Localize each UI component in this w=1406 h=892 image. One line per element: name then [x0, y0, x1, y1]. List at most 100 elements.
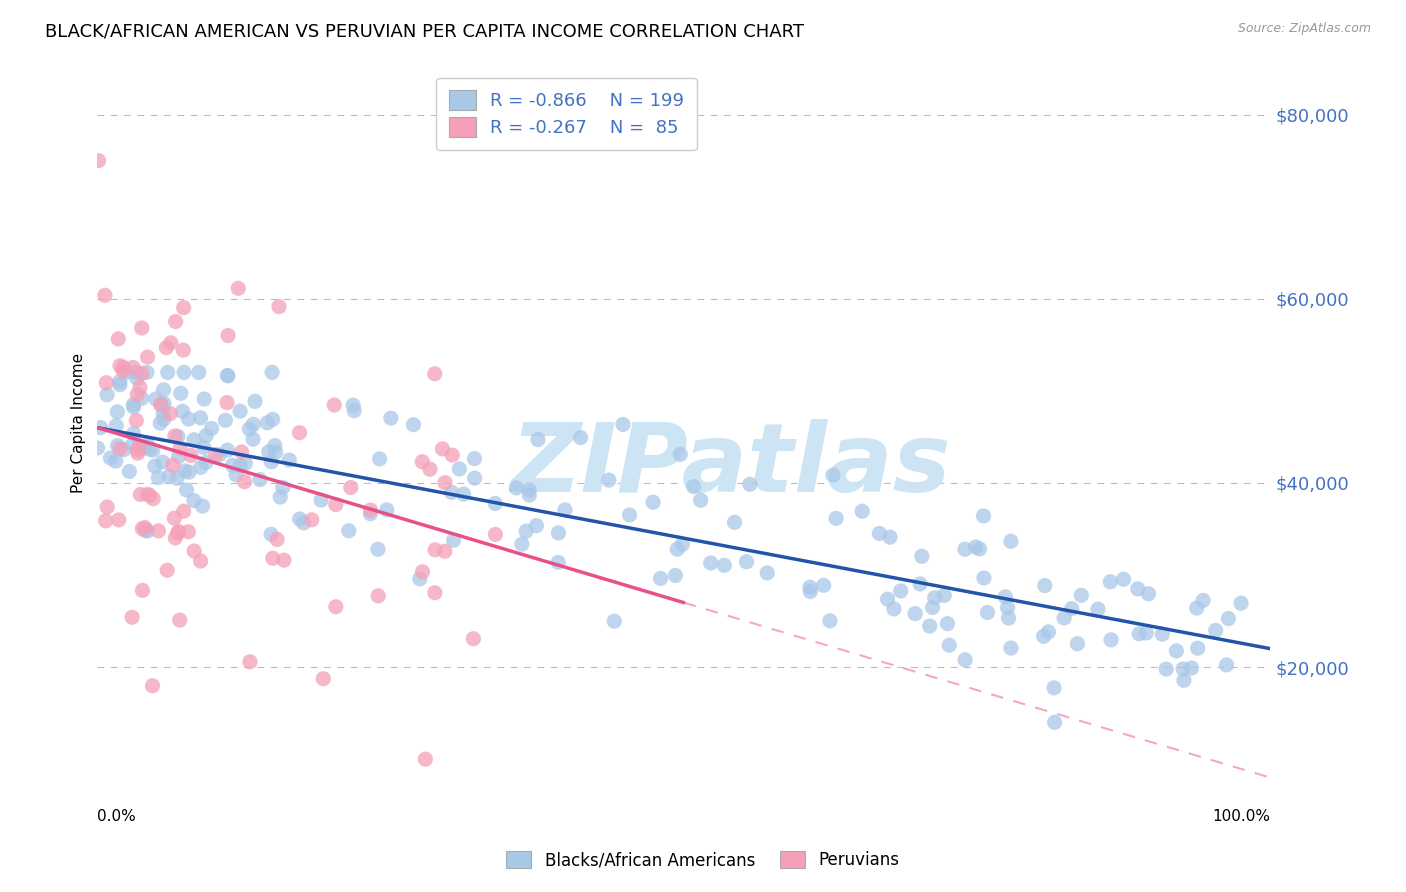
Point [159, 469, 181, 483]
Point [921, 600, 943, 615]
Point [138, 442, 160, 457]
Point [515, 524, 537, 538]
Point [375, 503, 398, 517]
Point [669, 447, 692, 461]
Point [554, 503, 576, 517]
Point [169, 613, 191, 627]
Point [997, 600, 1019, 615]
Point [105, 418, 128, 433]
Point [1187, 641, 1209, 656]
Point [994, 590, 1017, 604]
Point [953, 542, 976, 557]
Point [1135, 626, 1157, 640]
Point [242, 417, 264, 432]
Point [463, 451, 485, 466]
Point [359, 507, 381, 521]
Point [122, 426, 145, 441]
Point [412, 565, 434, 579]
Point [166, 429, 188, 443]
Point [94, 514, 117, 528]
Point [174, 464, 197, 478]
Point [432, 442, 454, 456]
Point [924, 591, 946, 605]
Point [441, 448, 464, 462]
Point [142, 443, 165, 458]
Point [183, 544, 205, 558]
Point [242, 432, 264, 446]
Point [145, 392, 167, 406]
Point [1112, 572, 1135, 586]
Point [166, 525, 188, 540]
Point [115, 365, 138, 379]
Point [249, 473, 271, 487]
Point [108, 375, 131, 389]
Point [127, 387, 149, 401]
Point [122, 360, 145, 375]
Point [1099, 632, 1122, 647]
Point [908, 577, 931, 591]
Point [87, 153, 110, 168]
Point [323, 398, 346, 412]
Legend: R = -0.866    N = 199, R = -0.267    N =  85: R = -0.866 N = 199, R = -0.267 N = 85 [436, 78, 697, 150]
Point [217, 368, 239, 383]
Point [368, 451, 391, 466]
Point [167, 524, 190, 539]
Point [301, 513, 323, 527]
Point [214, 413, 236, 427]
Point [122, 400, 145, 414]
Point [86, 441, 108, 455]
Point [136, 438, 159, 452]
Point [756, 566, 779, 580]
Point [666, 542, 689, 557]
Point [879, 530, 901, 544]
Point [360, 503, 382, 517]
Point [526, 518, 548, 533]
Point [1137, 587, 1160, 601]
Point [434, 475, 457, 490]
Point [149, 416, 172, 430]
Point [131, 522, 153, 536]
Point [100, 450, 122, 465]
Point [183, 433, 205, 447]
Point [423, 367, 446, 381]
Point [367, 589, 389, 603]
Point [938, 638, 960, 652]
Point [367, 542, 389, 557]
Point [825, 511, 848, 525]
Text: Source: ZipAtlas.com: Source: ZipAtlas.com [1237, 22, 1371, 36]
Point [239, 655, 262, 669]
Point [723, 516, 745, 530]
Point [193, 441, 215, 455]
Point [818, 614, 841, 628]
Point [167, 450, 190, 464]
Point [128, 438, 150, 452]
Point [143, 459, 166, 474]
Point [111, 364, 134, 378]
Point [193, 392, 215, 406]
Point [342, 398, 364, 412]
Point [603, 614, 626, 628]
Point [231, 445, 253, 459]
Point [108, 377, 131, 392]
Point [1066, 637, 1088, 651]
Text: 0.0%: 0.0% [97, 809, 136, 824]
Point [415, 752, 437, 766]
Point [547, 555, 569, 569]
Point [484, 496, 506, 510]
Point [105, 405, 128, 419]
Point [96, 388, 118, 402]
Point [176, 483, 198, 497]
Point [517, 488, 540, 502]
Point [464, 471, 486, 485]
Point [1032, 629, 1054, 643]
Point [131, 366, 153, 380]
Point [505, 481, 527, 495]
Point [799, 580, 821, 594]
Point [194, 455, 217, 469]
Point [1000, 641, 1022, 656]
Point [134, 524, 156, 538]
Point [141, 679, 163, 693]
Point [965, 540, 987, 554]
Point [1043, 681, 1066, 695]
Point [278, 453, 301, 467]
